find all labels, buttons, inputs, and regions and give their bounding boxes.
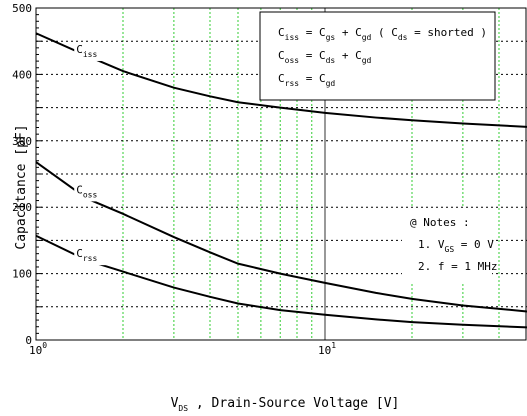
series-label-bg-iss (74, 42, 113, 61)
definition-line-1: Ciss​ = Cgs​ + Cgd​ ( Cds​ = shorted ) (278, 26, 487, 42)
series-line-iss (35, 32, 527, 128)
annotation-boxes: Ciss​ = Cgs​ + Cgd​ ( Cds​ = shorted ) Co… (259, 11, 497, 283)
y-tick-label-400: 400 (12, 68, 32, 81)
series-line-oss (35, 161, 527, 313)
definitions-box (259, 11, 496, 101)
x-tick-label-10-1: 101​ (318, 341, 336, 357)
definition-line-2: Coss​ = Cds​ + Cgd​ (278, 49, 372, 65)
y-tick-label-0: 0 (25, 334, 32, 347)
series-label-rss: Crss​ (76, 247, 97, 263)
y-tick-label-200: 200 (12, 201, 32, 214)
y-tick-label-100: 100 (12, 268, 32, 281)
x-axis-title: VDS​ , Drain-Source Voltage [V] (171, 396, 400, 413)
y-tick-label-300: 300 (12, 135, 32, 148)
tick-labels: 0 100 200 300 400 500 100​ 101​ (12, 2, 336, 357)
series-label-iss: Ciss​ (76, 43, 97, 59)
note-line-3: 2. f = 1 MHz (418, 260, 497, 273)
y-tick-label-500: 500 (12, 2, 32, 15)
series-line-rss (35, 234, 527, 329)
series-layer: Ciss​ Coss​ Crss​ (35, 32, 527, 329)
plot-frame (35, 7, 527, 341)
definition-line-3: Crss​ = Cgd​ (278, 72, 335, 88)
note-line-1: @ Notes : (410, 216, 470, 229)
y-axis-title: Capacitance [pF] (14, 124, 29, 249)
x-tick-label-10-0: 100​ (29, 341, 47, 357)
series-label-bg-rss (74, 247, 113, 266)
series-label-bg-oss (74, 183, 113, 202)
notes-box (402, 208, 492, 283)
note-line-2: 1. VGS​ = 0 V (418, 238, 494, 254)
series-label-oss: Coss​ (76, 183, 97, 199)
